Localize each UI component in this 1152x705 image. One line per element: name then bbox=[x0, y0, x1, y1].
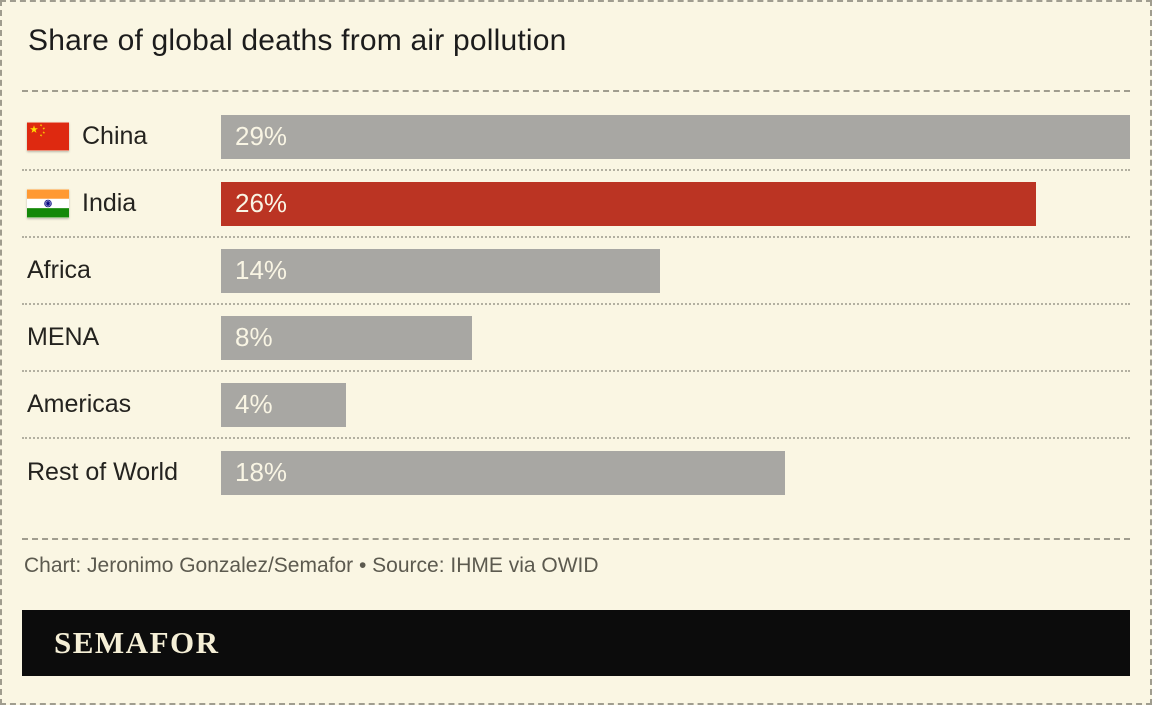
chart-header: Share of global deaths from air pollutio… bbox=[22, 2, 1130, 92]
semafor-logo: SEMAFOR bbox=[54, 625, 220, 660]
chart-row-china: China 29% bbox=[22, 104, 1130, 171]
bar-track: 14% bbox=[221, 248, 1130, 293]
logo-bar: SEMAFOR bbox=[22, 610, 1130, 676]
bar-track: 29% bbox=[221, 114, 1130, 159]
row-label-cell: Africa bbox=[22, 256, 221, 285]
bar-rest-of-world: 18% bbox=[221, 450, 786, 495]
bar-americas: 4% bbox=[221, 382, 347, 427]
bar-chart: China 29% bbox=[22, 92, 1130, 506]
footer-divider bbox=[22, 538, 1130, 540]
india-flag-icon bbox=[27, 189, 69, 218]
bar-track: 26% bbox=[221, 181, 1130, 226]
bar-value-label: 29% bbox=[235, 121, 288, 151]
row-label-cell: Rest of World bbox=[22, 458, 221, 487]
chart-row-rest-of-world: Rest of World 18% bbox=[22, 439, 1130, 506]
chart-credit: Chart: Jeronimo Gonzalez/Semafor • Sourc… bbox=[24, 554, 599, 577]
china-flag-icon bbox=[27, 122, 69, 151]
bar-track: 4% bbox=[221, 382, 1130, 427]
category-label: Africa bbox=[27, 256, 91, 284]
category-label: Americas bbox=[27, 390, 132, 418]
bar-china: 29% bbox=[221, 114, 1130, 159]
chart-title: Share of global deaths from air pollutio… bbox=[28, 24, 567, 57]
category-label: Rest of World bbox=[27, 458, 178, 486]
chart-row-americas: Americas 4% bbox=[22, 372, 1130, 439]
chart-row-africa: Africa 14% bbox=[22, 238, 1130, 305]
category-label: India bbox=[82, 189, 137, 217]
category-label: China bbox=[82, 122, 148, 150]
bar-mena: 8% bbox=[221, 315, 472, 360]
chart-row-mena: MENA 8% bbox=[22, 305, 1130, 372]
bar-value-label: 4% bbox=[235, 389, 273, 419]
row-label-cell: China bbox=[22, 122, 221, 151]
bar-value-label: 18% bbox=[235, 457, 288, 487]
row-label-cell: India bbox=[22, 189, 221, 218]
category-label: MENA bbox=[27, 323, 100, 351]
chart-row-india: India 26% bbox=[22, 171, 1130, 238]
bar-value-label: 14% bbox=[235, 255, 288, 285]
bar-value-label: 8% bbox=[235, 322, 273, 352]
bar-africa: 14% bbox=[221, 248, 660, 293]
row-label-cell: Americas bbox=[22, 390, 221, 419]
bar-track: 18% bbox=[221, 450, 1130, 495]
bar-value-label: 26% bbox=[235, 188, 288, 218]
row-label-cell: MENA bbox=[22, 323, 221, 352]
bar-track: 8% bbox=[221, 315, 1130, 360]
bar-india: 26% bbox=[221, 181, 1036, 226]
